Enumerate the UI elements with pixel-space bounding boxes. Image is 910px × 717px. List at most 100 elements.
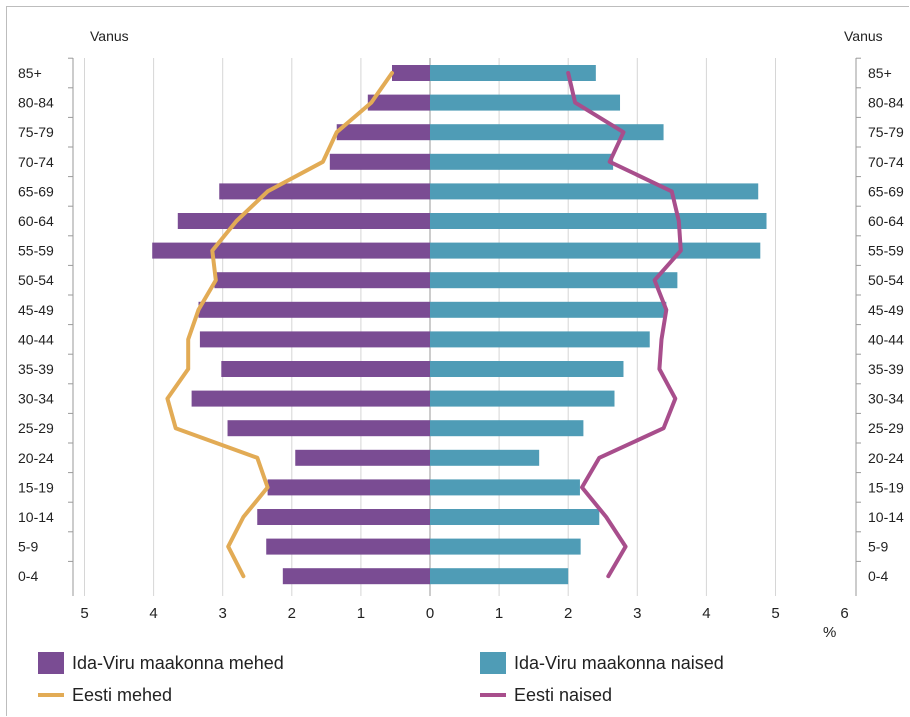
y-tick-label-left: 15-19 [18,479,54,495]
y-tick-label-left: 35-39 [18,361,54,377]
bar-male [152,242,430,259]
bar-female [430,301,667,318]
y-tick-label-right: 80-84 [868,95,904,111]
bar-female [430,538,581,555]
left-axis-title: Vanus [90,28,129,44]
bar-male [199,331,430,348]
x-tick-label: 1 [495,605,503,622]
y-tick-label-right: 15-19 [868,479,904,495]
y-tick-label-right: 55-59 [868,243,904,259]
line-estonia-men [165,71,394,579]
bar-female [430,361,624,377]
bar-female [430,272,678,289]
bar-female [430,242,761,259]
bar-female [430,124,664,141]
bar-female [430,420,584,437]
bar-female [430,153,614,170]
bar-female [430,94,621,111]
legend-label: Ida-Viru maakonna naised [514,653,724,673]
y-tick-label-left: 40-44 [18,331,54,347]
y-tick-label-left: 50-54 [18,272,54,288]
y-tick-label-right: 40-44 [868,331,904,347]
x-tick-label: 5 [771,605,779,622]
y-tick-label-left: 30-34 [18,391,54,407]
y-tick-label-left: 10-14 [18,509,54,525]
bar-male [191,390,430,407]
legend-swatch [480,693,506,697]
line-estonia-women [566,71,683,579]
y-tick-label-left: 65-69 [18,183,54,199]
y-tick-label-left: 45-49 [18,302,54,318]
y-tick-label-right: 70-74 [868,154,904,170]
y-tick-label-left: 80-84 [18,95,54,111]
gridlines [68,57,861,596]
y-tick-label-left: 85+ [18,65,42,81]
bar-male [177,213,430,229]
y-tick-label-right: 75-79 [868,124,904,140]
legend-label: Ida-Viru maakonna mehed [72,653,284,673]
legend: Ida-Viru maakonna mehed Ida-Viru maakonna… [38,652,724,705]
legend-label: Eesti naised [514,685,612,705]
y-tick-label-right: 65-69 [868,183,904,199]
y-tick-label-left: 20-24 [18,450,54,466]
x-tick-label: 2 [288,605,296,622]
bar-male [257,509,430,525]
x-tick-label: 5 [80,605,88,622]
bars [152,65,767,585]
bar-male [266,538,430,555]
x-tick-label: 6 [840,605,848,622]
bar-male [367,94,430,111]
bar-male [295,449,430,466]
x-tick-label: 0 [426,605,434,622]
bar-male [219,183,430,200]
bar-male [391,65,430,81]
x-tick-label: 1 [357,605,365,622]
y-tick-label-right: 10-14 [868,509,904,525]
bar-male [329,153,430,170]
bar-female [430,568,569,585]
x-unit-label: % [823,624,836,641]
y-tick-label-right: 45-49 [868,302,904,318]
labels: Vanus Vanus % 5 4 3 2 1 0 1 2 3 4 5 6 85+ 85+ 80-84 80-… [18,28,904,641]
y-tick-label-left: 5-9 [18,539,38,555]
x-tick-label: 4 [149,605,157,622]
bar-male [221,361,430,377]
bar-female [430,331,650,348]
y-tick-label-left: 0-4 [18,568,38,584]
bar-male [227,420,430,437]
bar-female [430,449,540,466]
legend-swatch [38,693,64,697]
bar-female [430,390,615,407]
x-tick-label: 2 [564,605,572,622]
bar-female [430,65,596,81]
bar-female [430,213,767,229]
bar-female [430,479,580,496]
y-tick-label-right: 50-54 [868,272,904,288]
x-tick-label: 4 [702,605,710,622]
y-tick-label-left: 75-79 [18,124,54,140]
lines [165,71,683,579]
bar-male [214,272,430,289]
y-tick-label-right: 85+ [868,65,892,81]
y-tick-label-left: 60-64 [18,213,54,229]
right-axis-title: Vanus [844,28,883,44]
bar-female [430,509,600,525]
y-tick-label-left: 55-59 [18,243,54,259]
y-tick-label-right: 0-4 [868,568,888,584]
y-tick-label-right: 5-9 [868,539,888,555]
y-tick-label-right: 25-29 [868,420,904,436]
legend-swatch [38,652,64,674]
y-tick-label-right: 60-64 [868,213,904,229]
chart-frame [6,6,909,716]
y-tick-label-right: 30-34 [868,391,904,407]
bar-male [336,124,430,141]
x-tick-label: 3 [219,605,227,622]
legend-label: Eesti mehed [72,685,172,705]
bar-male [282,568,430,585]
bar-female [430,183,759,200]
y-tick-label-left: 70-74 [18,154,54,170]
y-tick-label-right: 35-39 [868,361,904,377]
bar-male [267,479,430,496]
x-tick-label: 3 [633,605,641,622]
